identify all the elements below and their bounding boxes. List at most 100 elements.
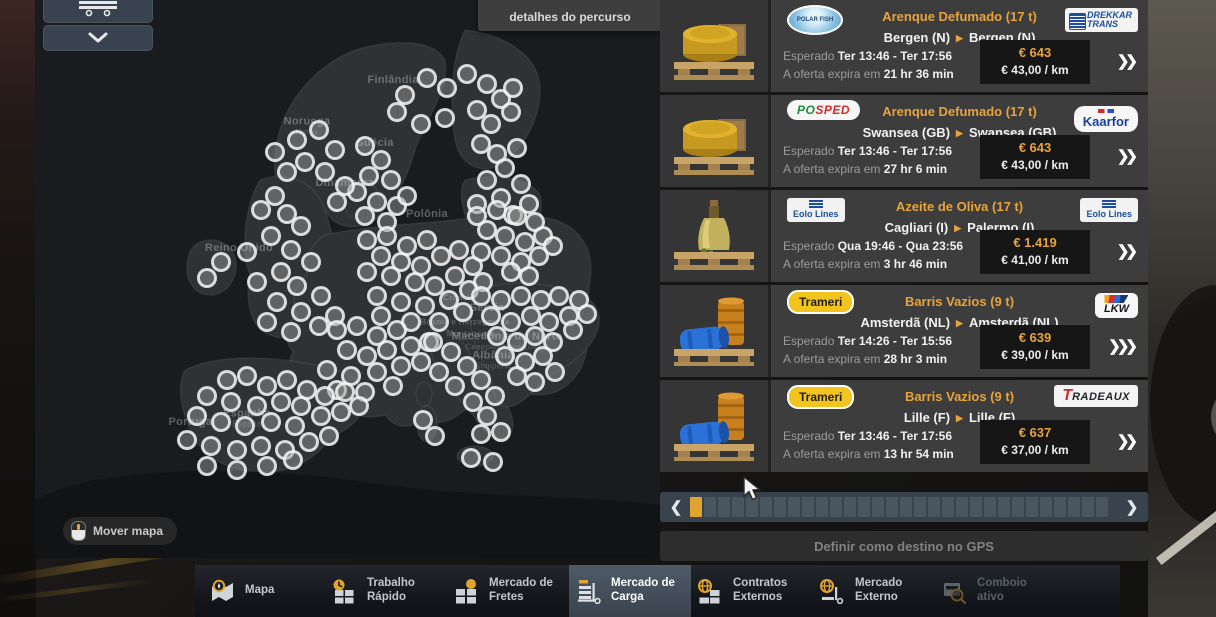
map-job-marker[interactable] <box>201 436 221 456</box>
map-job-marker[interactable] <box>477 170 497 190</box>
scrollbar-segment[interactable] <box>998 497 1010 517</box>
scrollbar-segment[interactable] <box>1082 497 1094 517</box>
map-job-marker[interactable] <box>367 362 387 382</box>
map-job-marker[interactable] <box>423 332 443 352</box>
map-job-marker[interactable] <box>291 216 311 236</box>
map-job-marker[interactable] <box>397 186 417 206</box>
map-job-marker[interactable] <box>299 432 319 452</box>
scrollbar-segment[interactable] <box>760 497 772 517</box>
map-job-marker[interactable] <box>349 396 369 416</box>
cargo-offer-row[interactable]: Trameri Barris Vazios (9 t) T RADEAUX Lil… <box>660 380 1148 472</box>
map-job-marker[interactable] <box>437 78 457 98</box>
map-job-marker[interactable] <box>221 392 241 412</box>
map-job-marker[interactable] <box>467 100 487 120</box>
map-job-marker[interactable] <box>491 290 511 310</box>
map-job-marker[interactable] <box>477 220 497 240</box>
map-job-marker[interactable] <box>549 286 569 306</box>
map-job-marker[interactable] <box>235 416 255 436</box>
map-job-marker[interactable] <box>357 230 377 250</box>
map-job-marker[interactable] <box>281 240 301 260</box>
scrollbar-track[interactable] <box>690 497 1118 517</box>
scrollbar-segment[interactable] <box>732 497 744 517</box>
map-job-marker[interactable] <box>367 192 387 212</box>
map-job-marker[interactable] <box>295 152 315 172</box>
map-job-marker[interactable] <box>277 370 297 390</box>
map-job-marker[interactable] <box>577 304 597 324</box>
set-gps-destination-button[interactable]: Definir como destino no GPS <box>660 531 1148 561</box>
map-job-marker[interactable] <box>309 120 329 140</box>
map-job-marker[interactable] <box>197 268 217 288</box>
map-job-marker[interactable] <box>453 302 473 322</box>
map-job-marker[interactable] <box>495 346 515 366</box>
map-job-marker[interactable] <box>357 346 377 366</box>
map-job-marker[interactable] <box>491 422 511 442</box>
scrollbar-segment[interactable] <box>844 497 856 517</box>
map-job-marker[interactable] <box>271 392 291 412</box>
trailer-filter-button[interactable] <box>43 0 153 23</box>
map-job-marker[interactable] <box>425 276 445 296</box>
scrollbar-segment[interactable] <box>872 497 884 517</box>
map-job-marker[interactable] <box>417 68 437 88</box>
map-job-marker[interactable] <box>347 316 367 336</box>
scrollbar-segment[interactable] <box>900 497 912 517</box>
map-job-marker[interactable] <box>371 150 391 170</box>
cargo-offer-row[interactable]: PO SPED Arenque Defumado (17 t) Kaarfor S… <box>660 95 1148 187</box>
map-job-marker[interactable] <box>405 272 425 292</box>
map-panel[interactable]: detalhes do percurso Mover mapa Finlândi… <box>35 0 660 558</box>
map-job-marker[interactable] <box>429 362 449 382</box>
cargo-offer-row[interactable]: POLAR FISH Arenque Defumado (17 t) DREKK… <box>660 0 1148 92</box>
map-job-marker[interactable] <box>391 292 411 312</box>
map-job-marker[interactable] <box>335 176 355 196</box>
map-job-marker[interactable] <box>327 320 347 340</box>
scrollbar-segment[interactable] <box>1012 497 1024 517</box>
map-job-marker[interactable] <box>227 460 247 480</box>
map-job-marker[interactable] <box>431 246 451 266</box>
map-job-marker[interactable] <box>315 162 335 182</box>
map-job-marker[interactable] <box>445 266 465 286</box>
map-job-marker[interactable] <box>317 360 337 380</box>
scrollbar-segment[interactable] <box>914 497 926 517</box>
map-job-marker[interactable] <box>177 430 197 450</box>
map-job-marker[interactable] <box>395 85 415 105</box>
scrollbar-segment[interactable] <box>858 497 870 517</box>
map-job-marker[interactable] <box>267 292 287 312</box>
map-job-marker[interactable] <box>257 312 277 332</box>
map-job-marker[interactable] <box>265 142 285 162</box>
map-job-marker[interactable] <box>471 370 491 390</box>
tab-mercado-de-carga[interactable]: Mercado de Carga <box>569 565 691 617</box>
tab-mercado-de-fretes[interactable]: Mercado de Fretes <box>447 565 569 617</box>
map-job-marker[interactable] <box>417 230 437 250</box>
map-job-marker[interactable] <box>477 74 497 94</box>
map-job-marker[interactable] <box>519 266 539 286</box>
map-job-marker[interactable] <box>291 396 311 416</box>
map-job-marker[interactable] <box>425 426 445 446</box>
map-job-marker[interactable] <box>227 440 247 460</box>
map-job-marker[interactable] <box>337 340 357 360</box>
map-job-marker[interactable] <box>237 242 257 262</box>
map-job-marker[interactable] <box>563 320 583 340</box>
map-job-marker[interactable] <box>367 286 387 306</box>
map-job-marker[interactable] <box>457 64 477 84</box>
map-job-marker[interactable] <box>301 252 321 272</box>
map-job-marker[interactable] <box>461 448 481 468</box>
cargo-offer-row[interactable]: Trameri Barris Vazios (9 t) LKW Amsterdã… <box>660 285 1148 377</box>
map-job-marker[interactable] <box>197 456 217 476</box>
map-job-marker[interactable] <box>487 200 507 220</box>
map-job-marker[interactable] <box>335 382 355 402</box>
map-job-marker[interactable] <box>371 306 391 326</box>
scrollbar-segment[interactable] <box>704 497 716 517</box>
map-job-marker[interactable] <box>449 240 469 260</box>
map-job-marker[interactable] <box>495 158 515 178</box>
map-job-marker[interactable] <box>511 174 531 194</box>
map-job-marker[interactable] <box>371 246 391 266</box>
map-job-marker[interactable] <box>325 140 345 160</box>
map-job-marker[interactable] <box>391 356 411 376</box>
map-job-marker[interactable] <box>237 366 257 386</box>
map-job-marker[interactable] <box>377 340 397 360</box>
map-job-marker[interactable] <box>311 406 331 426</box>
map-job-marker[interactable] <box>501 262 521 282</box>
map-job-marker[interactable] <box>411 114 431 134</box>
map-job-marker[interactable] <box>471 286 491 306</box>
map-job-marker[interactable] <box>413 410 433 430</box>
map-job-marker[interactable] <box>251 200 271 220</box>
